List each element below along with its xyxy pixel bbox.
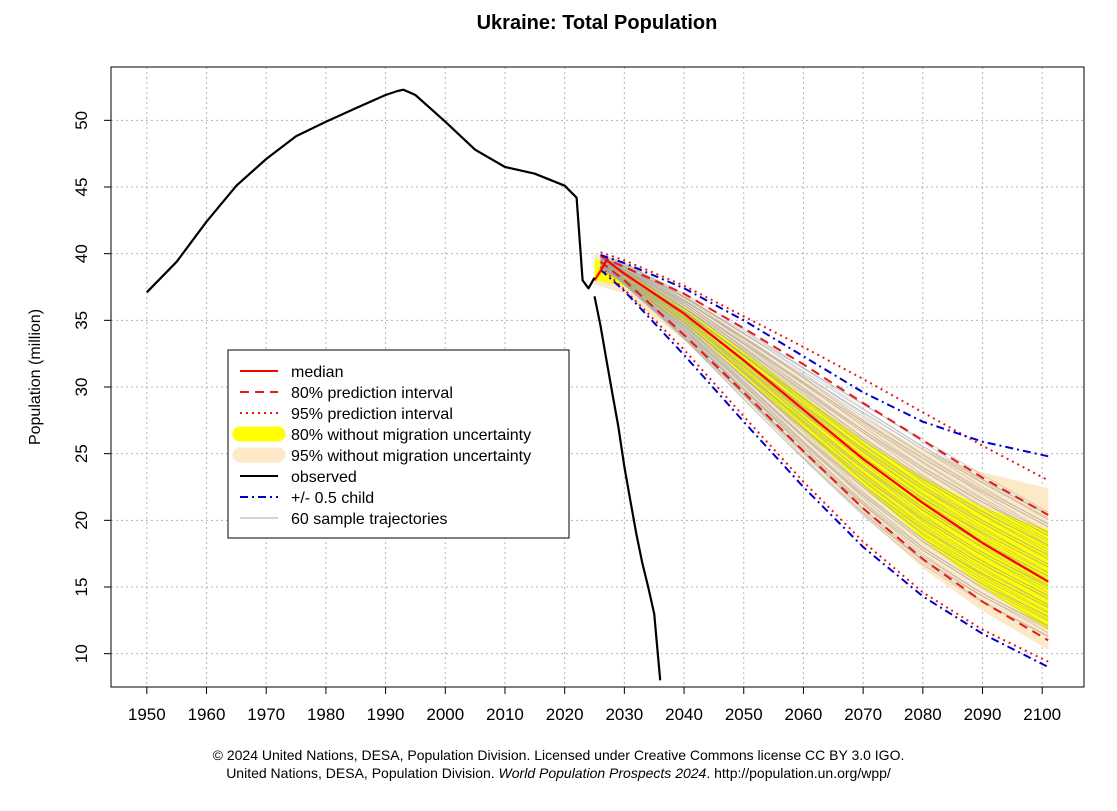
chart-title: Ukraine: Total Population <box>477 12 718 34</box>
line--0-5-child <box>599 268 1049 668</box>
line-observed-steep-decline-segment- <box>593 296 662 681</box>
sample-trajectory <box>600 258 1049 534</box>
y-tick-label: 35 <box>72 311 91 330</box>
x-tick-label: 2060 <box>785 705 823 724</box>
source-suffix: . http://population.un.org/wpp/ <box>706 765 891 781</box>
x-tick-label: 1960 <box>188 705 226 724</box>
sample-trajectory <box>600 261 1049 540</box>
sample-trajectory <box>600 265 1049 627</box>
sample-trajectory <box>600 258 1049 519</box>
sample-trajectory <box>600 258 1049 546</box>
series-lines <box>146 88 1049 681</box>
sample-trajectory <box>600 264 1049 590</box>
sample-trajectory <box>600 267 1049 630</box>
legend-label: 80% without migration uncertainty <box>291 427 531 444</box>
x-tick-label: 1980 <box>307 705 345 724</box>
sample-trajectory <box>600 267 1049 637</box>
legend-label: 95% prediction interval <box>291 406 453 423</box>
line-median <box>593 259 1049 583</box>
legend-label: 60 sample trajectories <box>291 511 448 528</box>
y-tick-label: 45 <box>72 178 91 197</box>
sample-trajectory <box>600 263 1049 608</box>
sample-trajectory <box>600 261 1049 556</box>
line-95-pi-lower <box>599 266 1049 663</box>
y-axis-label: Population (million) <box>27 309 44 445</box>
sample-trajectory <box>600 258 1049 515</box>
x-tick-label: 1970 <box>247 705 285 724</box>
x-tick-label: 2050 <box>725 705 763 724</box>
y-tick-label: 20 <box>72 511 91 530</box>
x-tick-label: 1950 <box>128 705 166 724</box>
y-tick-label: 30 <box>72 378 91 397</box>
axes: 1950 1960 1970 1980 1990 2000 2010 2020 2030 2040… <box>72 111 1061 724</box>
line-observed <box>146 88 596 294</box>
plot-frame <box>110 66 1085 688</box>
legend-label: 95% without migration uncertainty <box>291 448 531 465</box>
y-tick-label: 50 <box>72 111 91 130</box>
sample-trajectory <box>600 263 1049 582</box>
sample-trajectory <box>600 263 1049 568</box>
sample-trajectory <box>600 263 1049 599</box>
sample-trajectory <box>600 259 1049 533</box>
sample-trajectory <box>600 266 1049 608</box>
x-tick-label: 2100 <box>1023 705 1061 724</box>
y-tick-label: 10 <box>72 644 91 663</box>
source-title: World Population Prospects 2024 <box>498 765 707 781</box>
x-tick-label: 2000 <box>426 705 464 724</box>
sample-trajectory <box>600 259 1049 556</box>
legend-label: median <box>291 364 343 381</box>
x-tick-label: 2070 <box>844 705 882 724</box>
line-80-pi-lower <box>599 260 1049 642</box>
x-tick-label: 2010 <box>486 705 524 724</box>
x-tick-label: 2030 <box>605 705 643 724</box>
x-tick-label: 2080 <box>904 705 942 724</box>
sample-trajectory <box>600 264 1049 597</box>
x-tick-label: 2020 <box>546 705 584 724</box>
source-caption: United Nations, DESA, Population Divisio… <box>0 765 1117 781</box>
legend-label: +/- 0.5 child <box>291 490 374 507</box>
sample-trajectory <box>600 261 1049 586</box>
legend: median 80% prediction interval 95% predict… <box>227 349 570 539</box>
source-prefix: United Nations, DESA, Population Divisio… <box>226 765 499 781</box>
y-tick-label: 15 <box>72 578 91 597</box>
sample-trajectory <box>600 260 1049 528</box>
y-tick-label: 40 <box>72 244 91 263</box>
line-80-pi-upper <box>600 255 1049 516</box>
sample-trajectory <box>600 265 1049 606</box>
copyright-caption: © 2024 United Nations, DESA, Population … <box>212 747 905 763</box>
legend-label: 80% prediction interval <box>291 385 453 402</box>
x-tick-label: 2090 <box>964 705 1002 724</box>
x-tick-label: 1990 <box>367 705 405 724</box>
legend-label: observed <box>291 469 357 486</box>
legend-box <box>227 349 570 539</box>
y-tick-label: 25 <box>72 444 91 463</box>
x-tick-label: 2040 <box>665 705 703 724</box>
